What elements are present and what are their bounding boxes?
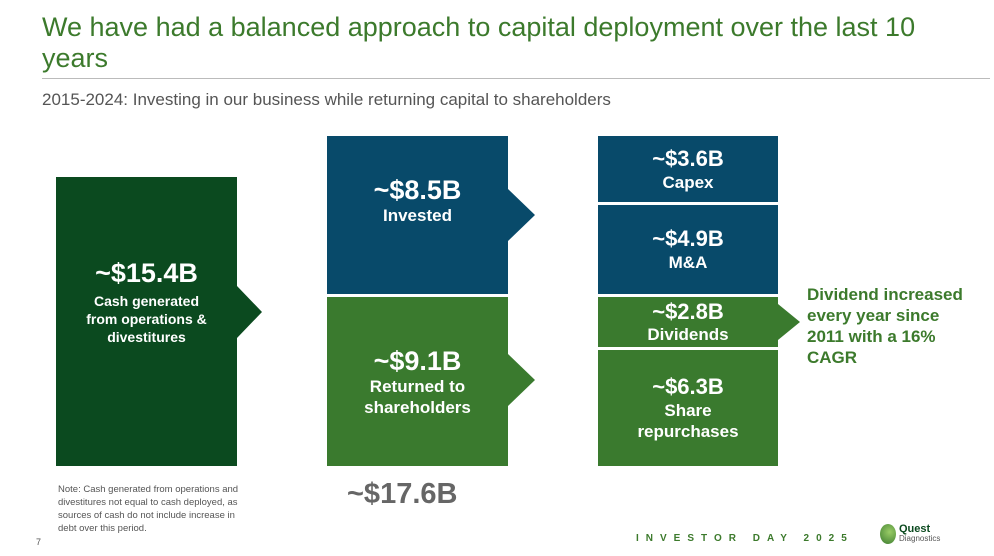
event-label: INVESTOR DAY 2025	[636, 533, 854, 544]
cash-label: Cash generated from operations & divesti…	[86, 292, 207, 345]
cash-amount: ~$15.4B	[95, 257, 198, 288]
dividends-amount: ~$2.8B	[652, 298, 724, 324]
invested-amount: ~$8.5B	[373, 174, 462, 205]
logo-icon	[880, 524, 896, 544]
dividends-arrow	[778, 304, 800, 340]
logo-name: Quest	[899, 523, 931, 535]
ma-label: M&A	[668, 253, 708, 272]
invested-arrow	[508, 189, 535, 241]
repurchases-box: ~$6.3B Share repurchases	[598, 350, 778, 466]
quest-logo: Quest Diagnostics	[880, 524, 940, 544]
slide-subtitle: 2015-2024: Investing in our business whi…	[42, 90, 611, 109]
invested-label: Invested	[383, 205, 452, 225]
capex-label: Capex	[662, 172, 714, 192]
returned-arrow	[508, 354, 535, 406]
returned-amount: ~$9.1B	[373, 345, 462, 376]
ma-amount: ~$4.9B	[652, 226, 724, 251]
dividend-callout: Dividend increased every year since 2011…	[807, 284, 967, 368]
logo-sub: Diagnostics	[899, 534, 941, 543]
repurchases-label: Share repurchases	[637, 401, 739, 441]
cash-generated-box: ~$15.4B Cash generated from operations &…	[56, 177, 237, 466]
dividends-box: ~$2.8B Dividends	[598, 297, 778, 347]
title-divider	[42, 78, 990, 79]
capex-amount: ~$3.6B	[652, 145, 724, 171]
total-deployed: ~$17.6B	[347, 478, 458, 510]
dividends-label: Dividends	[647, 324, 729, 344]
footnote: Note: Cash generated from operations and…	[58, 484, 239, 534]
repurchases-amount: ~$6.3B	[652, 374, 724, 399]
returned-box: ~$9.1B Returned to shareholders	[327, 297, 508, 466]
cash-arrow	[237, 286, 262, 338]
returned-label: Returned to shareholders	[364, 376, 471, 417]
capex-box: ~$3.6B Capex	[598, 136, 778, 202]
page-number: 7	[36, 537, 42, 547]
invested-box: ~$8.5B Invested	[327, 136, 508, 294]
dividend-callout-text: Dividend increased every year since 2011…	[807, 285, 963, 367]
ma-box: ~$4.9B M&A	[598, 205, 778, 294]
slide-title: We have had a balanced approach to capit…	[42, 12, 916, 73]
